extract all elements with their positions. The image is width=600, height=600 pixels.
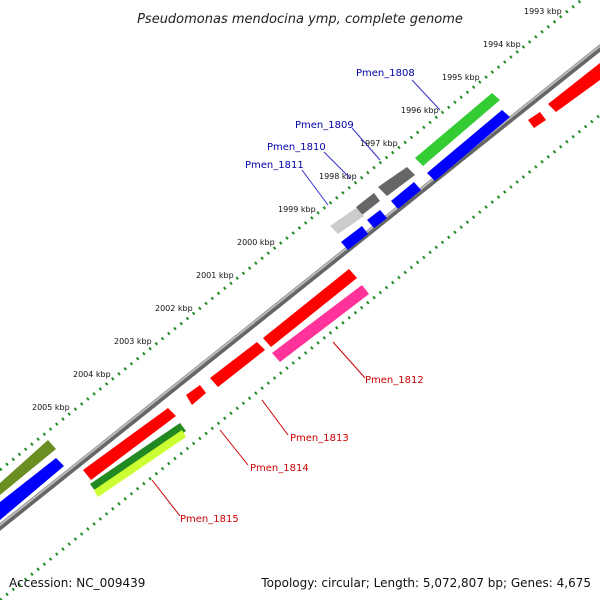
top-strand-features [0,63,600,520]
feature-blue[interactable] [427,110,510,181]
tick-label: 1994 kbp [483,40,521,49]
feature-red-4[interactable] [83,408,176,480]
feature-green[interactable] [415,93,500,166]
bottom-strand-features [83,269,369,497]
feature-blue-left[interactable] [0,458,64,520]
tick-label: 2005 kbp [32,403,70,412]
gene-label-pmen-1812[interactable]: Pmen_1812 [365,375,424,386]
leader-lines [301,79,441,206]
feature-red-far[interactable] [548,63,600,112]
tick-label: 2002 kbp [155,304,193,313]
feature-blue-2[interactable] [391,182,421,209]
accession-label: Accession: NC_009439 [9,576,146,590]
tick-label: 1997 kbp [360,139,398,148]
gene-label-pmen-1815[interactable]: Pmen_1815 [180,514,239,525]
feature-lime[interactable] [94,430,186,497]
genome-backbone [0,44,600,531]
gene-label-pmen-1809[interactable]: Pmen_1809 [295,120,354,131]
feature-dark-gray-2[interactable] [356,193,380,215]
topology-label: Topology: circular; Length: 5,072,807 bp… [261,576,591,590]
gene-label-pmen-1808[interactable]: Pmen_1808 [356,68,415,79]
tick-label: 2004 kbp [73,370,111,379]
tick-label: 2003 kbp [114,337,152,346]
feature-light-gray[interactable] [330,208,364,234]
tick-label: 2001 kbp [196,271,234,280]
inner-tick-line [0,113,600,600]
feature-blue-4[interactable] [341,226,368,250]
tick-labels: 1993 kbp 1994 kbp 1995 kbp 1996 kbp 1997 kbp… [32,7,562,412]
leader-lines-red [151,341,366,517]
outer-tick-line [0,0,584,472]
map-title: Pseudomonas mendocina ymp, complete geno… [137,12,463,27]
tick-label: 1995 kbp [442,73,480,82]
feature-red-2[interactable] [210,342,265,387]
feature-red-small[interactable] [528,112,546,128]
gene-label-pmen-1810[interactable]: Pmen_1810 [267,142,326,153]
feature-blue-3[interactable] [367,210,387,228]
feature-dark-gray-1[interactable] [378,167,415,196]
gene-label-pmen-1811[interactable]: Pmen_1811 [245,160,304,171]
feature-dark-green[interactable] [90,423,186,492]
genome-backbone-highlight [0,44,600,527]
tick-label: 1996 kbp [401,106,439,115]
feature-olive[interactable] [0,440,56,495]
tick-label: 1999 kbp [278,205,316,214]
gene-label-pmen-1813[interactable]: Pmen_1813 [290,433,349,444]
feature-pink[interactable] [272,285,369,362]
tick-label: 1993 kbp [524,7,562,16]
tick-label: 2000 kbp [237,238,275,247]
feature-red-3[interactable] [186,385,206,405]
tick-label: 1998 kbp [319,172,357,181]
gene-label-pmen-1814[interactable]: Pmen_1814 [250,463,309,474]
feature-red-1[interactable] [263,269,357,347]
